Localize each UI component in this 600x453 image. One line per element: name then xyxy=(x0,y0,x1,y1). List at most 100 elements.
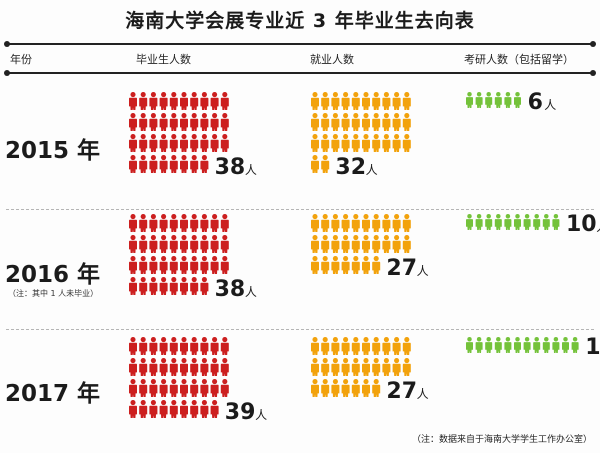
person-icon xyxy=(169,155,178,173)
person-icon xyxy=(200,113,209,131)
person-icon xyxy=(210,256,219,274)
person-icon xyxy=(220,214,229,232)
person-icon xyxy=(392,113,401,131)
person-icon xyxy=(129,379,137,397)
person-icon xyxy=(149,113,158,131)
person-icon xyxy=(200,92,209,110)
person-icon xyxy=(190,92,199,110)
person-icon xyxy=(159,277,168,295)
person-icon xyxy=(129,113,137,131)
person-icon xyxy=(139,277,148,295)
person-icon xyxy=(180,155,188,173)
person-icon xyxy=(341,134,350,152)
person-icon xyxy=(331,256,340,274)
person-icon xyxy=(392,134,401,152)
person-icon xyxy=(210,113,219,131)
person-icon xyxy=(321,337,330,355)
unit-label: 人 xyxy=(417,264,429,278)
person-icon xyxy=(190,235,199,253)
person-icon xyxy=(210,400,219,418)
person-icon xyxy=(220,358,229,376)
person-icon xyxy=(341,235,350,253)
person-icon xyxy=(351,256,360,274)
year-label-2017: 2017 年 xyxy=(4,381,101,407)
person-icon xyxy=(542,337,550,353)
person-icon xyxy=(341,379,350,397)
person-icon xyxy=(149,277,158,295)
rule-dot xyxy=(590,41,596,47)
person-icon xyxy=(159,113,168,131)
person-icon xyxy=(402,92,411,110)
person-icon xyxy=(362,337,370,355)
person-icon xyxy=(139,113,148,131)
person-icon xyxy=(210,214,219,232)
person-icon xyxy=(341,92,350,110)
person-icon xyxy=(180,337,188,355)
rule-dot xyxy=(590,70,596,76)
person-icon xyxy=(169,214,178,232)
count-employed: 27 xyxy=(386,379,417,404)
person-icon xyxy=(562,337,569,353)
person-icon xyxy=(190,134,199,152)
person-icon xyxy=(149,155,158,173)
person-icon xyxy=(311,134,319,152)
person-icon xyxy=(362,113,370,131)
header-year: 年份 xyxy=(10,53,32,66)
person-icon xyxy=(382,358,391,376)
person-icon xyxy=(466,92,473,108)
person-icon xyxy=(200,358,209,376)
person-icon xyxy=(169,337,178,355)
person-icon xyxy=(341,358,350,376)
person-icon xyxy=(149,400,158,418)
person-icon xyxy=(341,256,350,274)
person-icon xyxy=(220,379,229,397)
person-icon xyxy=(139,155,148,173)
person-icon xyxy=(190,256,199,274)
row-separator xyxy=(6,329,594,330)
person-icon xyxy=(169,400,178,418)
count-postgrad: 6 xyxy=(528,90,543,115)
person-icon xyxy=(321,358,330,376)
top-rule xyxy=(4,41,596,47)
person-icon xyxy=(190,155,199,173)
person-icon xyxy=(402,214,411,232)
person-icon xyxy=(210,337,219,355)
person-icon xyxy=(220,337,229,355)
person-icon xyxy=(494,92,502,108)
person-icon xyxy=(169,358,178,376)
person-icon xyxy=(149,358,158,376)
person-icon xyxy=(392,92,401,110)
person-icon xyxy=(331,92,340,110)
person-icon xyxy=(129,337,137,355)
person-icon xyxy=(169,92,178,110)
person-icon xyxy=(169,113,178,131)
person-icon xyxy=(311,92,319,110)
person-icon xyxy=(311,214,319,232)
person-icon xyxy=(220,134,229,152)
header-employed: 就业人数 xyxy=(310,53,354,66)
year-note-2016: （注：其中 1 人未毕业） xyxy=(8,289,99,298)
person-icon xyxy=(321,134,330,152)
person-icon xyxy=(180,400,188,418)
person-icon xyxy=(139,92,148,110)
person-icon xyxy=(321,155,330,173)
person-icon xyxy=(533,337,541,353)
person-icon xyxy=(311,256,319,274)
person-icon xyxy=(129,235,137,253)
person-icon xyxy=(129,134,137,152)
unit-label: 人 xyxy=(366,163,378,177)
person-icon xyxy=(149,235,158,253)
person-icon xyxy=(311,235,319,253)
person-icon xyxy=(351,214,360,232)
person-icon xyxy=(351,235,360,253)
person-icon xyxy=(542,214,550,230)
person-icon xyxy=(200,155,209,173)
infographic-title: 海南大学会展专业近 3 年毕业生去向表 xyxy=(125,10,475,32)
person-icon xyxy=(514,337,521,353)
person-icon xyxy=(139,134,148,152)
person-icon xyxy=(149,134,158,152)
person-icon xyxy=(466,337,473,353)
person-icon xyxy=(321,256,330,274)
person-icon xyxy=(159,400,168,418)
